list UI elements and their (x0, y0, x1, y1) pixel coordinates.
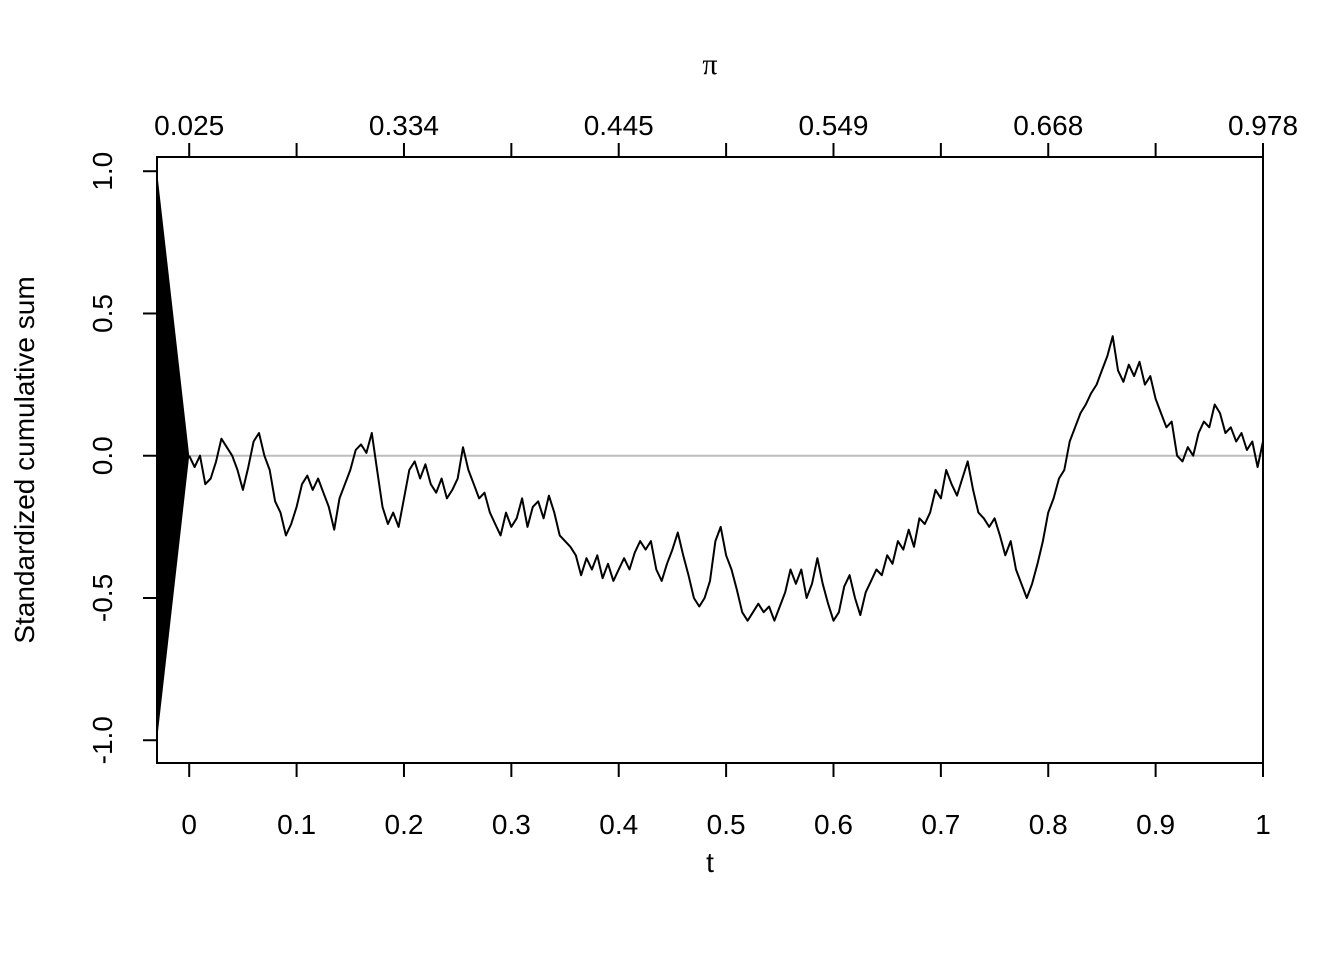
x-tick-label-5: 0.5 (707, 809, 746, 840)
x-tick-label-4: 0.4 (599, 809, 638, 840)
top-tick-label-5: 0.978 (1228, 110, 1298, 141)
y-tick-label-3: 0.5 (87, 294, 118, 333)
top-tick-label-4: 0.668 (1013, 110, 1083, 141)
series-line-0 (188, 335, 1264, 622)
x-tick-label-0: 0 (181, 809, 197, 840)
y-axis-title: Standardized cumulative sum (9, 276, 40, 643)
x-tick-label-3: 0.3 (492, 809, 531, 840)
top-tick-label-0: 0.025 (154, 110, 224, 141)
top-axis-title: π (702, 48, 717, 81)
x-axis-top: 0.025 0.334 0.445 0.549 0.668 0.978 (154, 110, 1298, 158)
y-tick-label-2: 0.0 (87, 436, 118, 475)
y-tick-label-4: 1.0 (87, 152, 118, 191)
x-tick-label-1: 0.1 (277, 809, 316, 840)
y-tick-label-0: -1.0 (87, 716, 118, 764)
x-axis-title: t (706, 847, 714, 878)
top-tick-label-1: 0.334 (369, 110, 439, 141)
x-tick-label-7: 0.7 (921, 809, 960, 840)
plot-area (157, 171, 1264, 741)
x-tick-label-9: 0.9 (1136, 809, 1175, 840)
top-tick-label-3: 0.549 (798, 110, 868, 141)
y-axis-left: -1.0 -0.5 0.0 0.5 1.0 (87, 152, 158, 764)
x-axis-bottom: 0 0.1 0.2 0.3 0.4 0.5 0.6 0.7 0.8 0.9 1 (181, 762, 1271, 840)
boundary-wedge (157, 171, 190, 741)
y-tick-label-1: -0.5 (87, 574, 118, 622)
x-tick-label-6: 0.6 (814, 809, 853, 840)
x-tick-label-10: 1 (1255, 809, 1271, 840)
x-tick-label-8: 0.8 (1029, 809, 1068, 840)
top-tick-label-2: 0.445 (584, 110, 654, 141)
x-tick-label-2: 0.2 (385, 809, 424, 840)
